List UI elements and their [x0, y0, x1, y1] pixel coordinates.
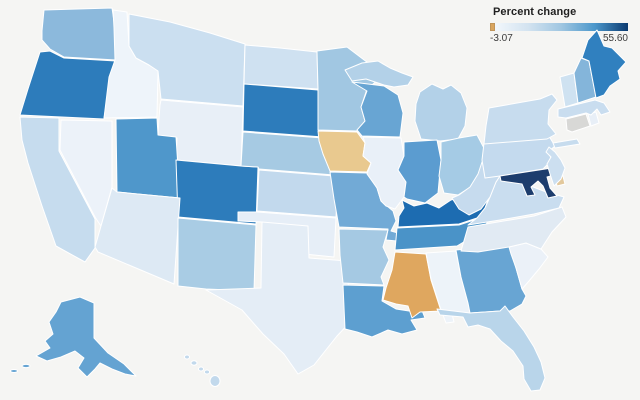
legend-negative-swatch — [490, 23, 495, 31]
state-michigan[interactable] — [414, 83, 468, 142]
state-arkansas[interactable] — [338, 228, 390, 286]
state-alaska-aleutian-island[interactable] — [21, 363, 31, 369]
state-new-york-long-island[interactable] — [552, 138, 581, 149]
state-wyoming[interactable] — [157, 99, 244, 167]
legend-gradient-ramp — [495, 23, 628, 31]
state-texas[interactable] — [205, 221, 355, 375]
state-hawaii-big-island[interactable] — [209, 375, 221, 387]
state-hawaii-island[interactable] — [198, 366, 204, 372]
state-hawaii-island[interactable] — [184, 354, 190, 360]
state-michigan-upper-peninsula[interactable] — [344, 60, 414, 88]
legend-min-label: -3.07 — [490, 33, 513, 44]
state-wisconsin[interactable] — [351, 81, 404, 138]
state-connecticut[interactable] — [565, 113, 591, 133]
state-new-mexico[interactable] — [177, 217, 257, 292]
state-alaska[interactable] — [35, 296, 137, 378]
state-indiana[interactable] — [397, 139, 442, 204]
state-north-dakota[interactable] — [243, 44, 319, 90]
state-new-jersey[interactable] — [545, 146, 566, 187]
state-florida[interactable] — [436, 305, 546, 392]
state-hawaii-island[interactable] — [203, 369, 211, 375]
state-massachusetts[interactable] — [557, 99, 611, 119]
state-maine[interactable] — [581, 29, 627, 99]
state-alaska-aleutian-island[interactable] — [10, 369, 18, 373]
state-arizona[interactable] — [94, 187, 181, 285]
state-south-dakota[interactable] — [242, 83, 324, 138]
state-kansas[interactable] — [256, 169, 339, 218]
state-california[interactable] — [19, 116, 96, 263]
state-new-york[interactable] — [483, 93, 558, 145]
legend-tick-labels: -3.07 55.60 — [490, 33, 628, 44]
state-montana[interactable] — [128, 13, 246, 107]
state-louisiana[interactable] — [342, 284, 426, 338]
map-legend: Percent change -3.07 55.60 — [490, 6, 630, 44]
legend-max-label: 55.60 — [602, 33, 628, 44]
legend-title: Percent change — [493, 6, 577, 18]
state-hawaii-island[interactable] — [190, 360, 198, 366]
legend-color-scale — [490, 23, 628, 31]
state-oregon[interactable] — [19, 50, 117, 120]
